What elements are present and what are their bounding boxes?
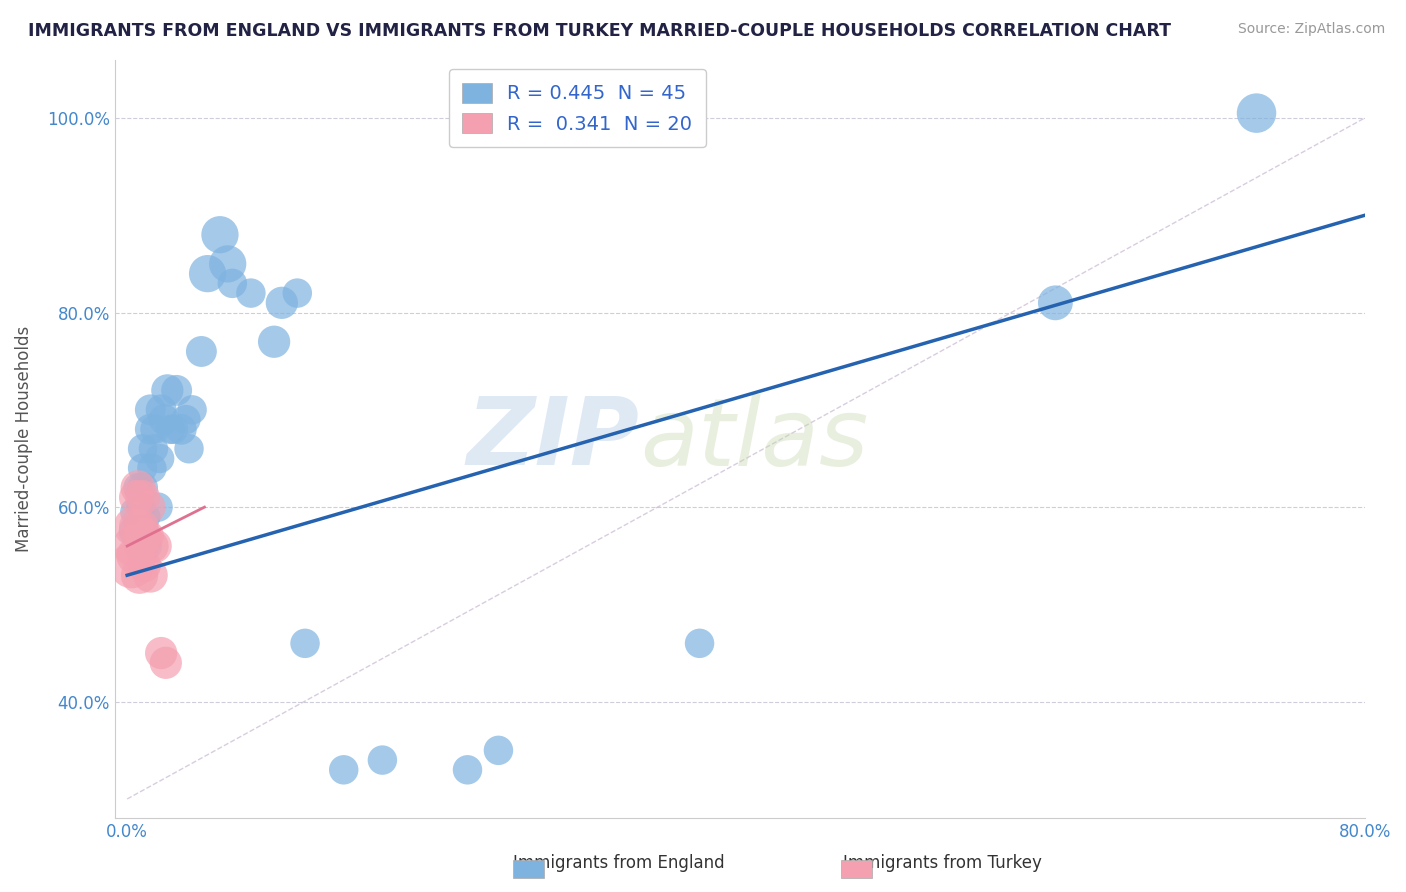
Point [131, 442, 153, 456]
Point [139, 422, 162, 436]
Point [131, 461, 153, 475]
Point [150, 402, 173, 417]
Point [217, 257, 239, 271]
Point [139, 568, 162, 582]
Point [127, 481, 149, 495]
Point [294, 636, 316, 650]
Y-axis label: Married-couple Households: Married-couple Households [15, 326, 32, 552]
Point [129, 519, 152, 533]
Point [141, 539, 163, 553]
Point [131, 491, 153, 505]
Point [129, 539, 152, 553]
Text: atlas: atlas [640, 393, 868, 484]
Point [131, 481, 153, 495]
Point [124, 505, 146, 519]
Text: Source: ZipAtlas.com: Source: ZipAtlas.com [1237, 22, 1385, 37]
Point [197, 267, 219, 281]
Legend: R = 0.445  N = 45, R =  0.341  N = 20: R = 0.445 N = 45, R = 0.341 N = 20 [449, 70, 706, 147]
Point [166, 384, 188, 398]
Point [153, 412, 176, 426]
Point [1045, 295, 1067, 310]
Point [143, 539, 166, 553]
Point [190, 344, 212, 359]
Point [156, 384, 179, 398]
Point [134, 558, 156, 573]
Point [125, 519, 148, 533]
Point [139, 402, 162, 417]
Point [136, 529, 159, 543]
Point [122, 519, 145, 533]
Point [135, 509, 157, 524]
Point [270, 295, 292, 310]
Point [122, 539, 145, 553]
Point [131, 519, 153, 533]
Point [332, 763, 354, 777]
Point [149, 451, 172, 466]
Point [136, 539, 159, 553]
Point [124, 524, 146, 539]
Point [221, 277, 243, 291]
Point [155, 656, 177, 670]
Text: ZIP: ZIP [467, 393, 640, 485]
Point [1246, 106, 1268, 120]
Point [181, 402, 204, 417]
Point [150, 646, 173, 660]
Point [371, 753, 394, 767]
Point [131, 529, 153, 543]
Point [141, 461, 163, 475]
Point [239, 286, 262, 301]
Text: Immigrants from Turkey: Immigrants from Turkey [842, 855, 1042, 872]
Point [142, 442, 165, 456]
Point [129, 500, 152, 515]
Point [170, 422, 193, 436]
Point [127, 481, 149, 495]
Point [456, 763, 478, 777]
Point [128, 568, 150, 582]
Text: Immigrants from England: Immigrants from England [513, 855, 724, 872]
Point [146, 500, 169, 515]
Point [285, 286, 308, 301]
Point [121, 558, 143, 573]
Point [159, 422, 181, 436]
Point [124, 549, 146, 563]
Point [138, 500, 160, 515]
Text: IMMIGRANTS FROM ENGLAND VS IMMIGRANTS FROM TURKEY MARRIED-COUPLE HOUSEHOLDS CORR: IMMIGRANTS FROM ENGLAND VS IMMIGRANTS FR… [28, 22, 1171, 40]
Point [177, 442, 200, 456]
Point [174, 412, 197, 426]
Point [263, 334, 285, 349]
Point [488, 743, 510, 757]
Point [128, 539, 150, 553]
Point [208, 227, 231, 242]
Point [143, 422, 166, 436]
Point [689, 636, 711, 650]
Point [162, 422, 184, 436]
Point [125, 491, 148, 505]
